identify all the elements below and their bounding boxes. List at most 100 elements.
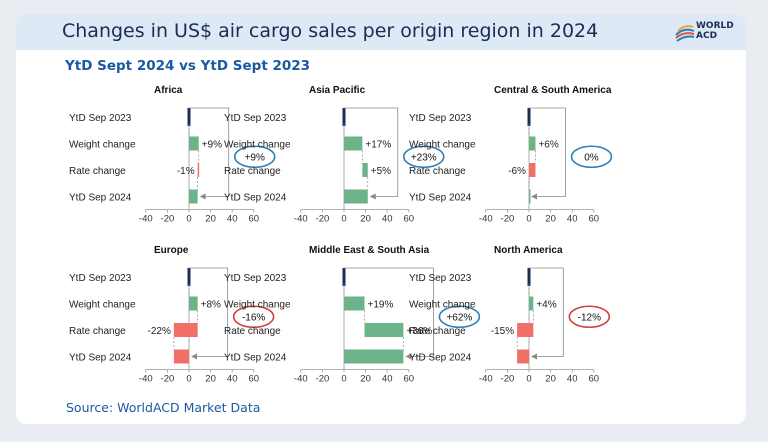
x-tick-label: 0 [526,214,531,225]
bracket-arrow [531,193,537,200]
x-tick-label: 60 [249,214,260,225]
category-label: YtD Sep 2023 [69,273,132,284]
total-badge [570,145,613,169]
bar-ytd-2024 [517,349,529,364]
category-label: Rate change [224,166,281,177]
data-label: -15% [491,326,514,337]
panel-title: Central & South America [494,85,612,96]
x-tick-label: 0 [186,214,191,225]
data-label: +8% [201,300,221,311]
category-label: Rate change [69,326,126,337]
data-label: +9% [202,140,222,151]
bar-ytd-2023 [342,108,346,126]
panel-title: Europe [154,245,189,256]
bar-weight-change [529,296,534,311]
panel-title: Middle East & South Asia [309,245,430,256]
data-label: +5% [371,166,391,177]
x-tick-label: 20 [360,214,371,225]
x-tick-label: 20 [205,374,216,385]
category-label: YtD Sep 2023 [409,273,472,284]
category-label: YtD Sep 2023 [224,113,287,124]
logo-text-line-1: WORLD [696,21,734,31]
bar-rate-change [362,163,368,177]
x-tick-label: 20 [205,214,216,225]
bar-weight-change [189,136,199,151]
category-label: YtD Sep 2024 [409,353,472,364]
category-label: Weight change [69,300,136,311]
data-label: -22% [148,326,171,337]
data-label: +19% [368,300,394,311]
x-tick-label: 40 [382,374,393,385]
x-tick-label: -20 [501,374,515,385]
x-tick-label: 0 [526,374,531,385]
bar-weight-change [529,136,536,151]
bar-rate-change [197,163,200,177]
bar-weight-change [344,136,363,151]
x-tick-label: 60 [404,214,415,225]
x-tick-label: 60 [589,214,600,225]
x-tick-label: 60 [249,374,260,385]
bar-rate-change [173,323,198,337]
total-badge [438,305,481,329]
bar-ytd-2024 [189,189,198,204]
total-badge [233,145,276,169]
logo-text-line-2: ACD [696,31,718,41]
panel-title: Africa [154,85,183,96]
worldacd-logo: WORLD ACD [674,21,736,45]
bar-ytd-2023 [342,268,346,286]
data-label: -6% [508,166,526,177]
x-tick-label: 20 [545,374,556,385]
data-label: +17% [365,140,391,151]
logo-text: WORLD ACD [696,21,734,41]
total-badge-label: -12% [578,312,601,323]
total-bracket [529,107,566,197]
chart-panel-2: Asia Pacific YtD Sep 2023 Weight change Rat… [224,85,445,225]
total-bracket [344,267,434,357]
x-tick-label: -40 [294,374,308,385]
total-badge [402,145,445,169]
globe-icon [675,25,695,42]
data-label: +4% [536,300,556,311]
category-label: Rate change [409,326,466,337]
category-label: YtD Sep 2023 [409,113,472,124]
chart-panel-4: Europe YtD Sep 2023 Weight change Rate chan… [69,245,275,385]
bar-rate-change [529,163,536,177]
bracket-arrow [531,353,537,360]
bracket-arrow [191,353,197,360]
x-tick-label: 20 [545,214,556,225]
bar-weight-change [344,296,365,311]
category-label: Rate change [224,326,281,337]
bar-ytd-2024 [173,349,189,364]
bar-ytd-2023 [527,108,531,126]
panel-title: North America [494,245,563,256]
bar-ytd-2024 [344,189,368,204]
chart-panel-1: Africa YtD Sep 2023 Weight change Rate chan… [69,85,276,225]
category-label: YtD Sep 2024 [224,353,287,364]
x-tick-label: 0 [186,374,191,385]
total-badge-label: 0% [584,152,599,163]
source-note: Source: WorldACD Market Data [66,400,261,415]
x-tick-label: -20 [316,214,330,225]
bar-ytd-2023 [527,268,531,286]
total-badge-label: +62% [446,312,472,323]
x-tick-label: 40 [227,374,238,385]
page-title: Changes in US$ air cargo sales per origi… [62,20,599,42]
bar-ytd-2023 [187,268,191,286]
chart-subtitle: YtD Sept 2024 vs YtD Sept 2023 [65,58,311,74]
chart-panel-5: Middle East & South Asia YtD Sep 2023 Weig… [224,245,481,385]
x-tick-label: 40 [382,214,393,225]
category-label: YtD Sep 2024 [409,193,472,204]
x-tick-label: 60 [589,374,600,385]
bar-ytd-2024 [529,189,531,204]
x-tick-label: 40 [567,214,578,225]
x-tick-label: -40 [139,374,153,385]
bracket-arrow [199,193,206,200]
x-tick-label: -40 [294,214,308,225]
x-tick-label: -40 [479,374,493,385]
x-tick-label: -40 [479,214,493,225]
chart-panel-6: North America YtD Sep 2023 Weight change Ra… [409,245,611,385]
x-tick-label: 0 [341,214,346,225]
x-tick-label: 40 [567,374,578,385]
data-label: +36% [406,326,432,337]
bar-rate-change [364,323,404,337]
